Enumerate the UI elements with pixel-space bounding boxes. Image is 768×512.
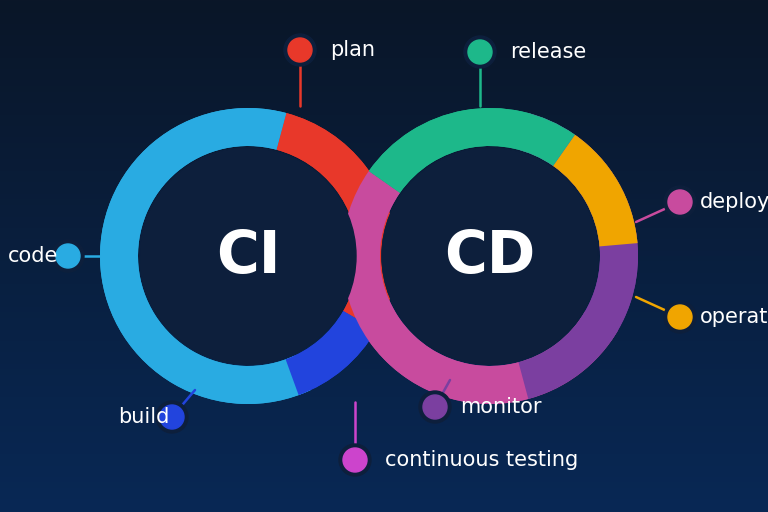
Circle shape bbox=[160, 405, 184, 429]
Wedge shape bbox=[553, 135, 637, 246]
Circle shape bbox=[156, 401, 188, 433]
Circle shape bbox=[140, 148, 356, 364]
Text: code: code bbox=[8, 246, 58, 266]
Wedge shape bbox=[553, 135, 637, 246]
Wedge shape bbox=[276, 113, 396, 256]
Wedge shape bbox=[598, 230, 638, 256]
Circle shape bbox=[419, 391, 451, 423]
Circle shape bbox=[382, 148, 598, 364]
Text: deploy: deploy bbox=[700, 192, 768, 212]
Wedge shape bbox=[100, 108, 310, 404]
Circle shape bbox=[664, 301, 696, 333]
Text: monitor: monitor bbox=[460, 397, 541, 417]
Wedge shape bbox=[343, 256, 396, 330]
Wedge shape bbox=[518, 256, 638, 399]
Circle shape bbox=[464, 36, 496, 68]
Circle shape bbox=[56, 244, 80, 268]
Circle shape bbox=[382, 148, 598, 364]
Wedge shape bbox=[518, 113, 638, 256]
Circle shape bbox=[140, 148, 356, 364]
Wedge shape bbox=[369, 108, 575, 193]
Wedge shape bbox=[342, 171, 618, 404]
Wedge shape bbox=[343, 256, 396, 330]
Text: CI: CI bbox=[216, 227, 280, 285]
Text: operate: operate bbox=[700, 307, 768, 327]
Wedge shape bbox=[286, 311, 376, 395]
Text: continuous testing: continuous testing bbox=[385, 450, 578, 470]
Circle shape bbox=[288, 38, 312, 62]
Text: plan: plan bbox=[330, 40, 375, 60]
Wedge shape bbox=[369, 108, 575, 193]
Circle shape bbox=[343, 448, 367, 472]
Text: CD: CD bbox=[445, 227, 535, 285]
Circle shape bbox=[668, 305, 692, 329]
Circle shape bbox=[339, 444, 371, 476]
Circle shape bbox=[468, 40, 492, 64]
Circle shape bbox=[382, 148, 598, 364]
Wedge shape bbox=[286, 311, 376, 395]
Circle shape bbox=[284, 34, 316, 66]
Text: release: release bbox=[510, 42, 586, 62]
Wedge shape bbox=[100, 108, 310, 404]
Wedge shape bbox=[276, 113, 396, 256]
Circle shape bbox=[664, 186, 696, 218]
Circle shape bbox=[52, 240, 84, 272]
Wedge shape bbox=[342, 171, 528, 404]
Circle shape bbox=[668, 190, 692, 214]
Text: build: build bbox=[118, 407, 170, 427]
Wedge shape bbox=[580, 256, 638, 341]
Circle shape bbox=[423, 395, 447, 419]
